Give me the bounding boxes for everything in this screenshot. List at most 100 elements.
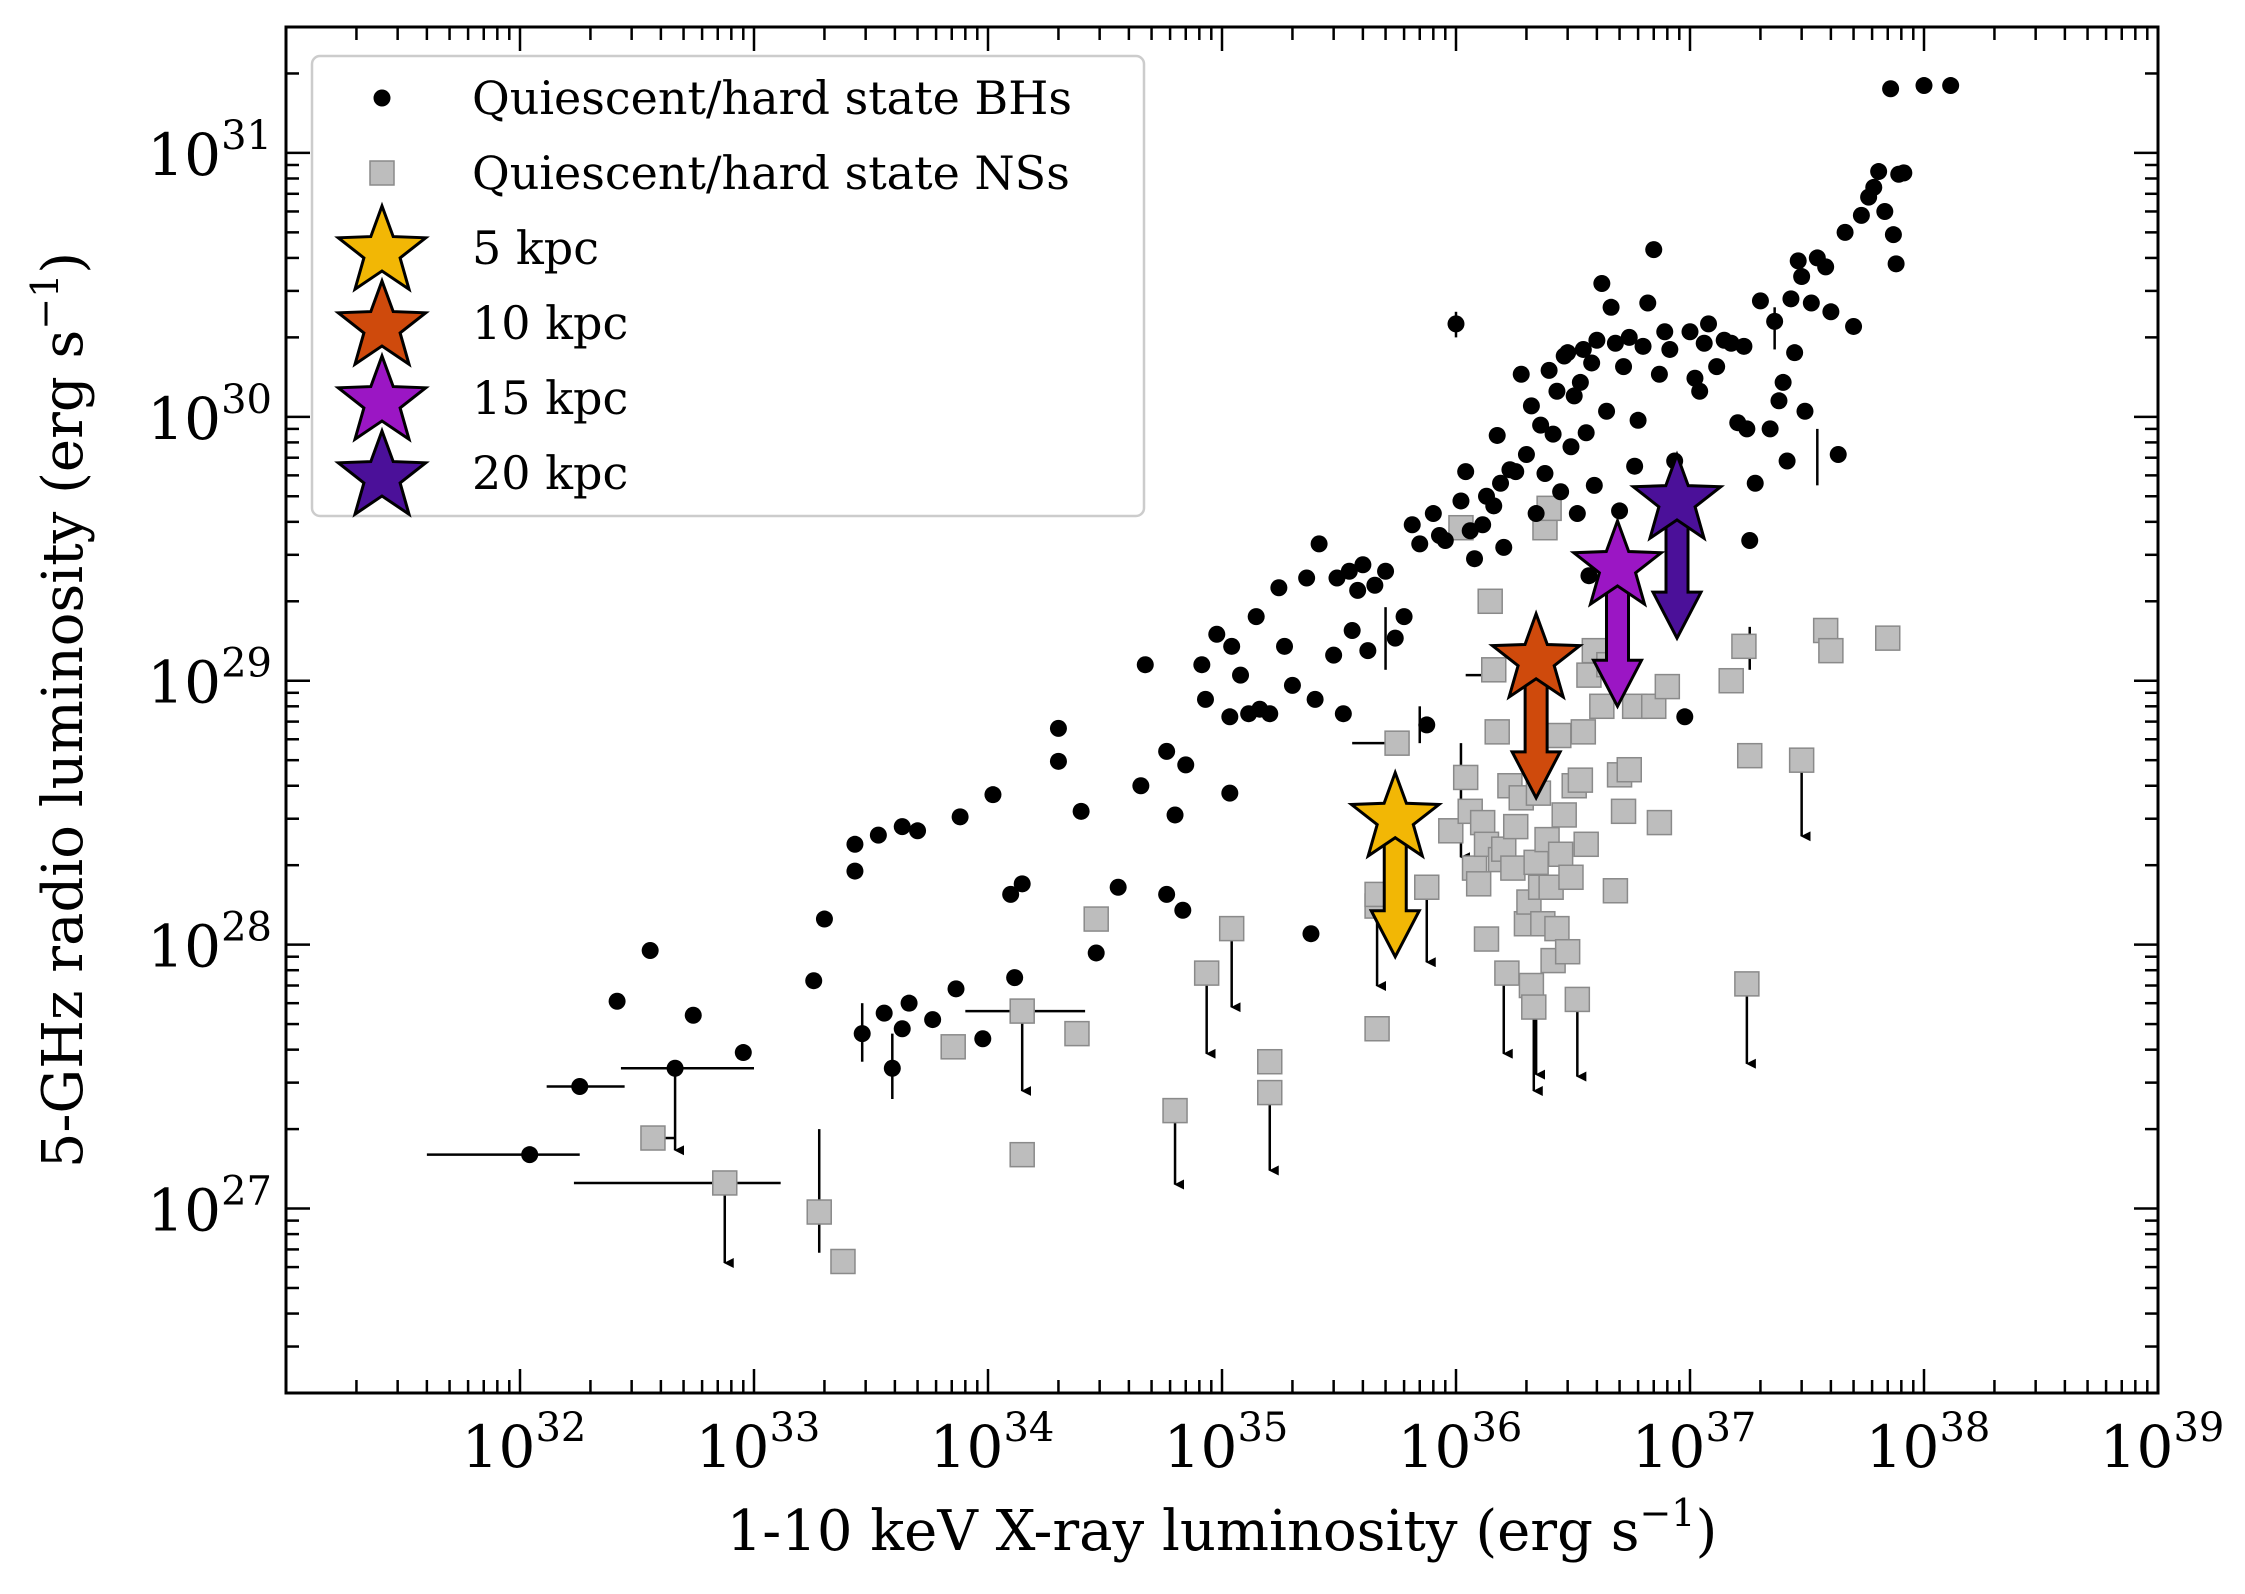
- bh-point: [984, 786, 1002, 804]
- bh-point: [815, 910, 833, 928]
- ns-point: [1646, 809, 1673, 836]
- legend-marker-star: [334, 351, 430, 443]
- ns-point: [1654, 673, 1681, 700]
- bh-point: [1583, 354, 1601, 372]
- bh-point: [1751, 292, 1769, 310]
- legend-box: [310, 54, 1146, 518]
- bh-point: [1522, 397, 1540, 415]
- x-tick-label: 1036: [1398, 1405, 1523, 1481]
- bh-point: [1072, 802, 1090, 820]
- bh-point: [734, 1044, 752, 1062]
- bh-point: [1452, 492, 1470, 510]
- bh-point: [1517, 445, 1535, 463]
- ns-point: [1257, 1048, 1283, 1075]
- ns-point: [1610, 798, 1637, 825]
- bh-point: [1196, 690, 1214, 708]
- bh-point: [1158, 885, 1176, 903]
- ns-point: [1193, 960, 1220, 986]
- bh-point: [1686, 369, 1704, 387]
- distance-stars: [1347, 450, 1725, 960]
- x-tick-label: 1034: [930, 1405, 1055, 1481]
- bh-point: [1006, 969, 1024, 987]
- bh-point: [666, 1059, 684, 1077]
- bh-point: [1761, 420, 1779, 438]
- ns-point: [1554, 938, 1581, 965]
- ns-point: [1570, 719, 1597, 745]
- bh-point: [1588, 331, 1606, 349]
- bh-point: [1544, 425, 1562, 443]
- bh-point: [1802, 294, 1820, 312]
- bh-point: [1002, 885, 1020, 903]
- bh-point: [853, 1025, 871, 1043]
- bh-point: [1870, 163, 1888, 181]
- bh-point: [1366, 576, 1384, 594]
- bh-point: [1559, 344, 1577, 362]
- ns-point: [1484, 719, 1510, 745]
- x-tick-labels: 1032 1033 1034 1035 1036 1037 1038 1039: [462, 1405, 2225, 1481]
- bh-point: [1817, 258, 1835, 276]
- bh-point: [1796, 402, 1814, 420]
- bh-point: [1136, 656, 1154, 674]
- ns-point: [1218, 915, 1245, 942]
- legend: Quiescent/hard state BHs Quiescent/hard s…: [310, 54, 1146, 518]
- plot-area: [426, 77, 1960, 1275]
- bh-point: [1132, 777, 1150, 795]
- bh-point: [1565, 387, 1583, 405]
- bh-point: [893, 1020, 911, 1038]
- bh-point: [1738, 420, 1756, 438]
- bh-point: [1585, 476, 1603, 494]
- ns-point: [1500, 855, 1526, 881]
- bh-point: [1340, 562, 1358, 580]
- ns-point: [1602, 878, 1629, 904]
- bh-point: [1495, 538, 1513, 556]
- bh-point: [846, 862, 864, 880]
- bh-point: [1466, 550, 1484, 568]
- bh-point: [1782, 290, 1800, 308]
- bh-point: [1645, 241, 1663, 259]
- star-marker: [1629, 450, 1725, 542]
- legend-label: 5 kpc: [472, 221, 599, 275]
- bh-point: [1786, 344, 1804, 362]
- bh-point: [1681, 323, 1699, 341]
- bh-point: [1876, 202, 1894, 220]
- y-tick-label: 1030: [147, 377, 272, 453]
- ns-point: [1009, 1141, 1035, 1168]
- bh-point: [1895, 164, 1913, 182]
- legend-label: Quiescent/hard state BHs: [472, 71, 1072, 125]
- ns-point: [1502, 813, 1529, 840]
- ns-point: [1546, 722, 1572, 749]
- bh-point: [641, 942, 659, 960]
- legend-marker-star: [334, 201, 430, 293]
- star-marker: [1569, 516, 1666, 608]
- bh-point: [1377, 562, 1395, 580]
- bh-point: [1343, 621, 1361, 639]
- bh-point: [1276, 637, 1294, 655]
- ns-point: [1414, 874, 1440, 900]
- bh-point: [951, 808, 969, 826]
- bh-point: [805, 972, 823, 990]
- bh-point: [1488, 426, 1506, 444]
- bh-point: [1474, 516, 1492, 534]
- bh-point: [1620, 328, 1638, 346]
- bh-point: [1865, 178, 1883, 196]
- bh-point: [1177, 756, 1195, 774]
- bh-point: [1208, 625, 1226, 643]
- legend-marker-ns: [369, 160, 395, 186]
- ns-point: [1009, 998, 1035, 1024]
- bh-point: [1793, 268, 1811, 286]
- bh-point: [1536, 464, 1554, 482]
- bh-point: [684, 1006, 702, 1024]
- bh-point: [1349, 581, 1367, 599]
- bh-point: [1158, 742, 1176, 760]
- ns-point: [1364, 1016, 1390, 1042]
- bh-point: [869, 826, 887, 844]
- ns-point: [1573, 831, 1599, 858]
- bh-point: [1087, 944, 1105, 962]
- bh-point: [1615, 358, 1633, 376]
- bh-point: [883, 1059, 901, 1077]
- bh-point: [1708, 358, 1726, 376]
- bh-point: [1298, 569, 1316, 587]
- x-axis-label: 1-10 keV X-ray luminosity (erg s−1): [727, 1491, 1718, 1564]
- bh-point: [1424, 505, 1442, 523]
